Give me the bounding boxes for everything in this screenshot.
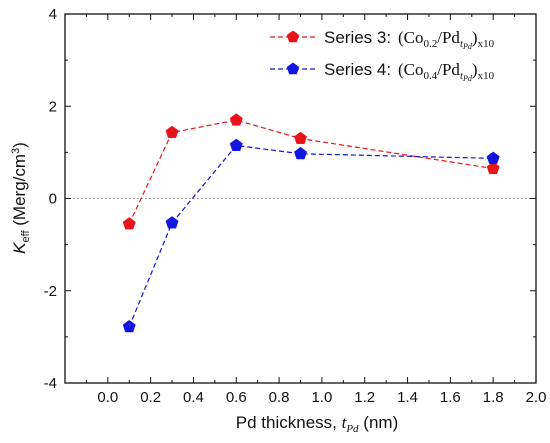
x-tick-label: 2.0 xyxy=(526,389,547,406)
legend-formula-series-4: (Co0.4/PdtPd)x10 xyxy=(398,60,495,83)
x-tick-label: 1.4 xyxy=(397,389,418,406)
series-4 xyxy=(122,138,500,333)
data-point xyxy=(165,216,179,229)
y-axis-title: Keff (Merg/cm3) xyxy=(10,142,32,254)
x-tick-label: 1.0 xyxy=(311,389,332,406)
y-tick-label: 2 xyxy=(49,98,57,115)
y-tick-label: 0 xyxy=(49,191,57,208)
data-point xyxy=(294,146,307,160)
y-axis-title-close: ) xyxy=(10,142,29,148)
formula-close: ) xyxy=(472,28,478,47)
data-point xyxy=(122,217,136,230)
formula-mid: /Pd xyxy=(437,28,460,47)
series-line xyxy=(128,119,494,225)
legend-item-series-4: Series 4: (Co0.4/PdtPd)x10 xyxy=(270,60,495,83)
legend: Series 3: (Co0.2/PdtPd)x10 Series 4: (Co… xyxy=(270,28,495,83)
formula-t: t xyxy=(460,70,464,82)
x-tick-label: 0.2 xyxy=(140,389,161,406)
series-3 xyxy=(122,113,500,230)
y-axis-title-sup: 3 xyxy=(10,148,22,154)
y-tick-label: -2 xyxy=(44,283,57,300)
legend-marker-series-4 xyxy=(286,62,300,75)
formula-co-sub: 0.4 xyxy=(424,70,438,82)
y-axis-title-sub: eff xyxy=(20,230,32,243)
x-tick-label: 1.6 xyxy=(440,389,461,406)
formula-rep: x10 xyxy=(478,70,495,82)
legend-marker-series-3 xyxy=(286,30,300,43)
ticks-group: 0.0 0.2 0.4 0.6 0.8 1.0 1.2 1.4 1.6 1.8 2.0 -4 -2 0 2 4 xyxy=(44,6,547,406)
x-axis-title-suffix: (nm) xyxy=(359,413,399,432)
data-point xyxy=(294,131,307,145)
legend-formula-series-3: (Co0.2/PdtPd)x10 xyxy=(398,28,495,51)
formula-open: (Co xyxy=(398,28,424,47)
data-point xyxy=(122,319,136,333)
formula-mid: /Pd xyxy=(437,60,460,79)
legend-label-series-4: Series 4: xyxy=(324,60,391,79)
x-axis-title-var-sub: Pd xyxy=(345,423,359,435)
formula-rep: x10 xyxy=(478,38,495,50)
x-tick-label: 1.8 xyxy=(483,389,504,406)
formula-co-sub: 0.2 xyxy=(424,38,438,50)
x-tick-label: 0.4 xyxy=(183,389,204,406)
x-tick-label: 1.2 xyxy=(354,389,375,406)
y-axis-title-suffix: (Merg/cm xyxy=(10,154,29,231)
data-point xyxy=(486,161,500,175)
legend-label-series-3: Series 3: xyxy=(324,28,391,47)
data-point xyxy=(486,151,500,164)
data-point xyxy=(229,113,243,126)
formula-open: (Co xyxy=(398,60,424,79)
series-line xyxy=(128,144,494,327)
x-axis-title-prefix: Pd thickness, xyxy=(236,413,342,432)
formula-t-sub: Pd xyxy=(462,74,473,83)
formula-close: ) xyxy=(472,60,478,79)
x-axis-title-var: t xyxy=(342,413,348,432)
x-tick-label: 0.6 xyxy=(226,389,247,406)
y-tick-label: 4 xyxy=(49,6,57,23)
formula-t-sub: Pd xyxy=(462,42,473,51)
legend-item-series-3: Series 3: (Co0.2/PdtPd)x10 xyxy=(270,28,495,51)
series-group xyxy=(122,113,500,333)
data-point xyxy=(165,125,179,139)
y-axis-title-main: K xyxy=(10,242,29,254)
x-axis-title: Pd thickness, tPd (nm) xyxy=(236,413,398,435)
x-tick-label: 0.0 xyxy=(97,389,118,406)
data-point xyxy=(229,138,243,151)
y-tick-label: -4 xyxy=(44,375,57,392)
x-tick-label: 0.8 xyxy=(269,389,290,406)
formula-t: t xyxy=(460,38,464,50)
